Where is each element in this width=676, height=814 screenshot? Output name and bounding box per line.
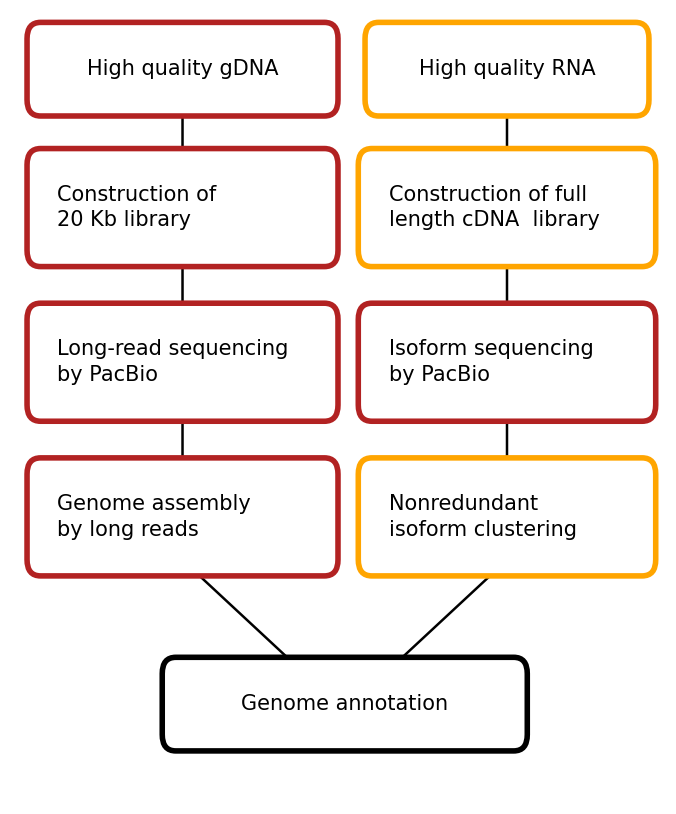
Text: Long-read sequencing
by PacBio: Long-read sequencing by PacBio: [57, 339, 289, 385]
FancyBboxPatch shape: [27, 303, 338, 422]
Text: Construction of
20 Kb library: Construction of 20 Kb library: [57, 185, 217, 230]
FancyBboxPatch shape: [358, 457, 656, 576]
FancyBboxPatch shape: [365, 22, 649, 116]
FancyBboxPatch shape: [27, 457, 338, 576]
FancyBboxPatch shape: [27, 22, 338, 116]
FancyBboxPatch shape: [358, 303, 656, 422]
FancyBboxPatch shape: [358, 148, 656, 267]
Text: Construction of full
length cDNA  library: Construction of full length cDNA library: [389, 185, 600, 230]
Text: High quality gDNA: High quality gDNA: [87, 59, 279, 79]
Text: High quality RNA: High quality RNA: [418, 59, 596, 79]
FancyBboxPatch shape: [162, 658, 527, 751]
FancyBboxPatch shape: [27, 148, 338, 267]
Text: Nonredundant
isoform clustering: Nonredundant isoform clustering: [389, 494, 577, 540]
Text: Genome annotation: Genome annotation: [241, 694, 448, 714]
Text: Genome assembly
by long reads: Genome assembly by long reads: [57, 494, 251, 540]
Text: Isoform sequencing
by PacBio: Isoform sequencing by PacBio: [389, 339, 594, 385]
